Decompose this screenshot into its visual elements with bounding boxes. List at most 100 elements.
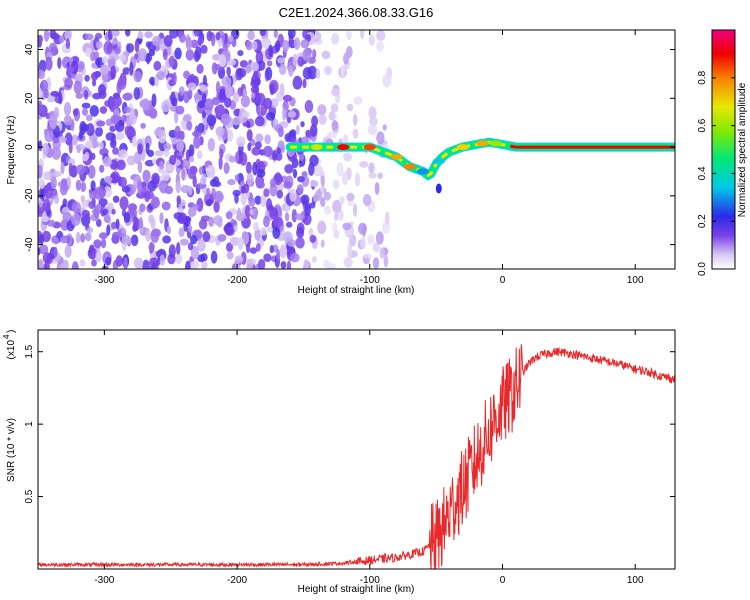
heatmap-cell (250, 79, 260, 88)
heatmap-cell (317, 104, 327, 116)
heatmap-cell (123, 92, 133, 101)
heatmap-cell (382, 221, 391, 234)
heatmap-cell (126, 43, 135, 53)
heatmap-cell (159, 254, 165, 266)
heatmap-cell (317, 220, 327, 235)
heatmap-cell (84, 151, 90, 160)
heatmap-cell (302, 67, 312, 80)
heatmap-cell (364, 253, 373, 260)
heatmap-cell (201, 111, 207, 119)
snr-chart: -300 -200 -100 0 100 0.5 1 1.5 Height of strai… (2, 329, 676, 595)
heatmap-cell (359, 160, 369, 168)
heatmap-cell (208, 216, 215, 227)
heatmap-cell (236, 68, 247, 78)
heatmap-cell (192, 130, 202, 138)
heatmap-cell (190, 235, 198, 245)
plot2-multiplier: (x10 4 ) (2, 330, 17, 360)
heatmap-cell (188, 185, 193, 196)
heatmap-cell (78, 130, 84, 140)
heatmap-cell (247, 142, 252, 152)
heatmap-cell (95, 126, 103, 137)
plot1-x-axis-label: Height of straight line (km) (298, 285, 415, 296)
heatmap-cell (304, 100, 314, 113)
heatmap-cell (122, 67, 130, 75)
heatmap-cell (154, 150, 164, 157)
heatmap-cell (226, 242, 233, 252)
heatmap-cell (68, 141, 73, 154)
heatmap-cell (331, 120, 338, 131)
heatmap-cell (145, 227, 151, 242)
heatmap-cell (342, 171, 348, 186)
heatmap-cell (284, 212, 290, 222)
ridge-blob (432, 158, 445, 165)
heatmap-cell (282, 39, 290, 53)
heatmap-cell (232, 189, 241, 197)
heatmap-cell (109, 139, 117, 149)
heatmap-cell (174, 125, 182, 140)
heatmap-cell (168, 55, 175, 67)
plot2-multiplier-close: ) (6, 330, 17, 333)
heatmap-cell (105, 256, 112, 266)
heatmap-cell (368, 162, 375, 174)
heatmap-cell (234, 152, 239, 164)
heatmap-cell (121, 114, 127, 122)
heatmap-cell (246, 172, 254, 187)
colorbar: 0.0 0.2 0.4 0.6 0.8 Normalized spectral ampl… (697, 29, 748, 276)
heatmap-cell (245, 40, 253, 51)
heatmap-cell (111, 208, 116, 215)
x-tick-label: -200 (227, 275, 247, 286)
heatmap-cell (320, 197, 326, 208)
heatmap-cell (294, 213, 305, 221)
heatmap-cell (137, 180, 143, 195)
heatmap-cell (219, 148, 224, 159)
heatmap-cell (121, 234, 132, 246)
heatmap-cell (282, 107, 287, 121)
ridge-core-strong (510, 144, 675, 149)
heatmap-cell (277, 126, 284, 138)
heatmap-cell (223, 162, 230, 175)
heatmap-cell (252, 161, 258, 176)
heatmap-cell (75, 164, 86, 175)
heatmap-cell (302, 78, 307, 89)
heatmap-cell (188, 224, 193, 233)
heatmap-cell (124, 125, 135, 137)
heatmap-cell (342, 222, 352, 231)
heatmap-cell (126, 155, 136, 166)
heatmap-cell (247, 30, 255, 41)
heatmap-cell (222, 43, 229, 54)
heatmap-cell (92, 141, 100, 148)
heatmap-cell (75, 179, 82, 191)
ridge-blob (337, 144, 350, 151)
heatmap-cell (372, 257, 380, 269)
colorbar-tick-label: 0.6 (697, 118, 708, 132)
heatmap-cell (276, 147, 282, 155)
heatmap-cell (83, 89, 89, 100)
heatmap-cell (107, 30, 113, 41)
heatmap-cell (211, 62, 218, 75)
heatmap-cell (185, 260, 191, 269)
heatmap-cell (176, 242, 181, 256)
heatmap-cell (84, 74, 90, 82)
heatmap-cell (201, 173, 207, 185)
heatmap-cell (292, 53, 298, 67)
heatmap-cell (367, 234, 375, 245)
heatmap-cell (49, 118, 57, 130)
heatmap-cell (86, 123, 95, 137)
heatmap-cell (80, 181, 87, 193)
heatmap-cell (286, 260, 292, 269)
heatmap-cell (375, 231, 384, 245)
heatmap-cell (93, 186, 104, 200)
x-tick-label: -200 (227, 575, 247, 586)
heatmap-cell (234, 255, 244, 264)
heatmap-cell (336, 162, 344, 177)
heatmap-cell (318, 114, 327, 125)
y-tick-label: 20 (24, 92, 35, 104)
heatmap-cell (99, 232, 108, 240)
x-tick-label: -300 (94, 275, 114, 286)
heatmap-cell (205, 165, 216, 179)
heatmap-cell (102, 208, 109, 216)
heatmap-cell (183, 70, 191, 80)
heatmap-cell (383, 255, 389, 268)
heatmap-cell (75, 231, 81, 244)
heatmap-cell (365, 257, 371, 265)
